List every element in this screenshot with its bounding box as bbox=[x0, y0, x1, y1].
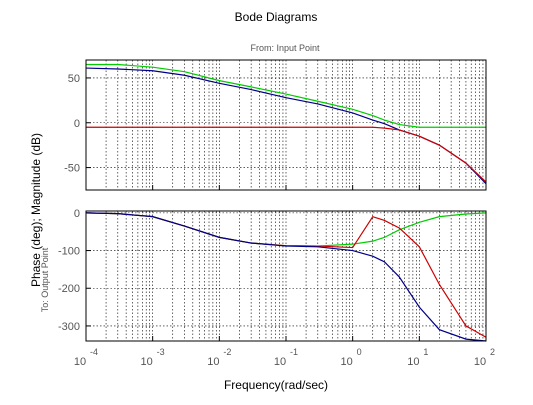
x-tick-label: 10 bbox=[74, 356, 86, 368]
x-tick-exponent: 0 bbox=[357, 347, 362, 357]
x-tick-exponent: -2 bbox=[223, 347, 231, 357]
chart-title: Bode Diagrams bbox=[235, 10, 318, 24]
x-tick-label: 10 bbox=[207, 356, 219, 368]
x-tick-label: 10 bbox=[274, 356, 286, 368]
phase-ytick-label: 0 bbox=[74, 208, 80, 220]
x-tick-labels: 10 -4 10 -3 10 -2 10 -1 10 0 10 1 10 2 bbox=[74, 347, 495, 368]
phase-series-line bbox=[85, 212, 487, 342]
x-tick-exponent: 2 bbox=[490, 347, 495, 357]
magnitude-ytick-label: 50 bbox=[68, 73, 80, 85]
x-axis-label: Frequency(rad/sec) bbox=[224, 378, 328, 392]
x-tick-exponent: -3 bbox=[157, 347, 165, 357]
chart-subtitle: From: Input Point bbox=[250, 43, 320, 53]
phase-ytick-label: -100 bbox=[58, 246, 80, 258]
magnitude-series-line bbox=[86, 126, 487, 183]
phase-ytick-label: -200 bbox=[58, 283, 80, 295]
x-tick-label: 10 bbox=[141, 356, 153, 368]
magnitude-series-line bbox=[86, 63, 486, 128]
magnitude-panel: 50 0 -50 bbox=[64, 59, 487, 191]
phase-panel: 0 -100 -200 -300 bbox=[58, 208, 487, 342]
x-tick-label: 10 bbox=[407, 356, 419, 368]
x-tick-exponent: 1 bbox=[423, 347, 428, 357]
x-tick-label: 10 bbox=[474, 356, 486, 368]
magnitude-ytick-label: -50 bbox=[64, 163, 80, 175]
phase-ytick-label: -300 bbox=[58, 321, 80, 333]
x-tick-label: 10 bbox=[341, 356, 353, 368]
magnitude-frame bbox=[85, 59, 487, 191]
x-tick-exponent: -1 bbox=[290, 347, 298, 357]
y-axis-label: Phase (deg); Magnitude (dB) bbox=[29, 133, 43, 287]
magnitude-ytick-label: 0 bbox=[74, 118, 80, 130]
y-axis-sublabel: To: Output Point bbox=[40, 247, 50, 312]
phase-frame bbox=[85, 210, 487, 342]
x-tick-exponent: -4 bbox=[90, 347, 98, 357]
